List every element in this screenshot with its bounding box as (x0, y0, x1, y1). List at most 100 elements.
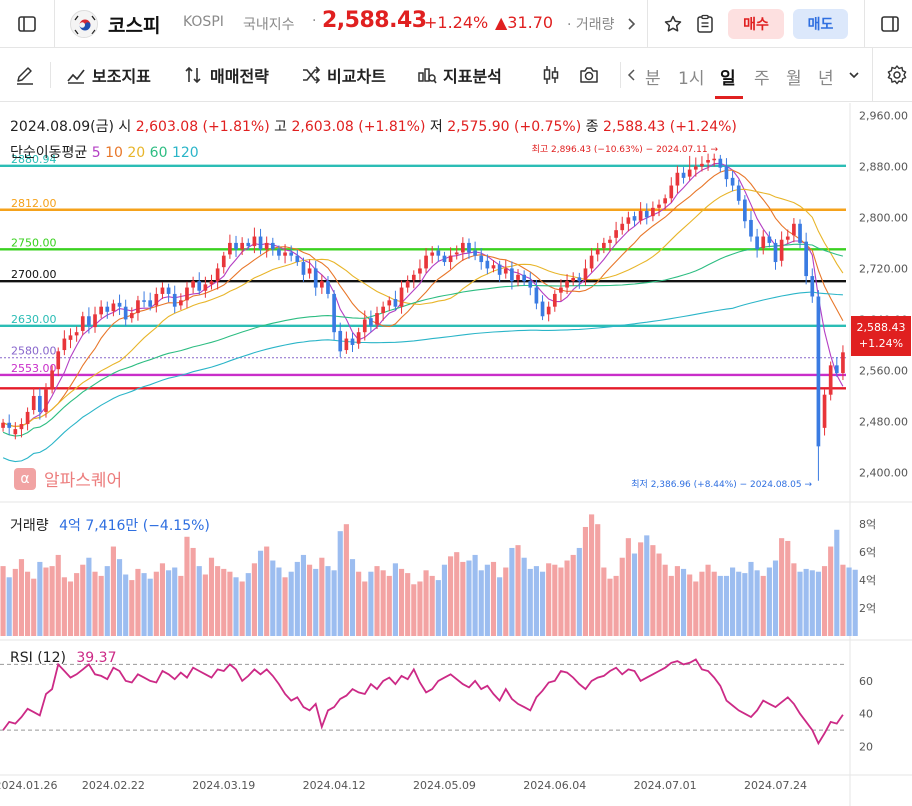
candle-body (123, 306, 128, 320)
volume-bar (454, 552, 460, 636)
header-bar: 코스피 KOSPI 국내지수 · 2,588.43 +1.24% ▲31.70 … (0, 0, 912, 48)
volume-bar (435, 580, 441, 636)
drawing-tool-button[interactable] (14, 48, 42, 102)
period-scroll-left-button[interactable] (627, 48, 643, 102)
volume-bar (791, 563, 797, 636)
ma-60-label: 60 (149, 145, 168, 161)
period-more-button[interactable] (848, 48, 866, 102)
sidebar-toggle-button[interactable] (0, 0, 54, 48)
candle-body (718, 158, 723, 168)
date-axis-tick: 2024.05.09 (413, 779, 476, 792)
volume-bar (846, 567, 852, 636)
ohlc-close-label: 종 (585, 119, 599, 135)
star-icon (664, 15, 682, 32)
period-month-tab[interactable]: 월 (786, 69, 802, 89)
index-code: KOSPI (183, 14, 224, 30)
buy-button[interactable]: 매수 (728, 9, 784, 39)
panel-toggle-button[interactable] (872, 0, 908, 48)
candle-body (117, 302, 122, 307)
volume-bar (331, 570, 337, 636)
screenshot-button[interactable] (578, 48, 606, 102)
volume-label: · 거래량 (567, 17, 615, 33)
ohlc-date: 2024.08.09(금) (10, 119, 114, 135)
candle-body (736, 185, 741, 201)
candle-body (111, 303, 116, 312)
candle-body (595, 249, 600, 255)
candle-body (307, 268, 312, 274)
volume-bar (748, 561, 754, 636)
date-axis-tick: 2024.07.01 (634, 779, 697, 792)
candle-body (74, 332, 79, 336)
candle-body (129, 313, 134, 319)
chevron-left-icon (627, 69, 635, 81)
volume-bar (564, 560, 570, 636)
sell-button[interactable]: 매도 (793, 9, 848, 39)
volume-bar (699, 571, 705, 636)
candle-body (7, 422, 12, 428)
volume-bar (12, 568, 18, 636)
candle-body (479, 255, 484, 263)
volume-bar (233, 577, 239, 636)
ohlc-high-label: 고 (274, 119, 288, 135)
volume-bar (74, 573, 80, 636)
candle-body (215, 268, 220, 282)
volume-bar (300, 554, 307, 636)
volume-axis-tick: 2억 (859, 602, 876, 615)
candle-body (773, 242, 778, 263)
date-axis-tick: 2024.01.26 (0, 779, 57, 792)
volume-bar (307, 564, 313, 636)
settings-button[interactable] (886, 48, 912, 102)
volume-bar (472, 554, 478, 636)
indicator-button[interactable]: 보조지표 (66, 48, 151, 102)
candlestick-icon (543, 66, 559, 84)
candle-body (608, 239, 612, 243)
period-minute-tab[interactable]: 분 (645, 69, 661, 89)
candle-body (1, 422, 5, 428)
candle-body (209, 281, 214, 285)
period-hour-tab[interactable]: 1시 (678, 69, 705, 89)
candle-body (289, 252, 294, 256)
rsi-axis-tick: 40 (859, 708, 873, 721)
candle-body (792, 223, 796, 236)
volume-bar (264, 546, 270, 636)
candle-type-button[interactable] (540, 48, 568, 102)
ma-legend[interactable]: 단순이동평균 5 10 20 60 120 (10, 142, 199, 162)
candle-body (375, 313, 379, 325)
alpha-icon: α (14, 467, 36, 490)
candle-body (228, 242, 232, 255)
volume-bar (129, 580, 135, 636)
volume-bar (0, 566, 6, 636)
volume-bar (576, 547, 582, 636)
analysis-button[interactable]: 지표분석 (417, 48, 502, 102)
header-expand-button[interactable] (620, 0, 644, 48)
price-chart[interactable]: 2880.94 2812.00 2750.00 2700.00 2630.00 2580.… (0, 103, 912, 806)
volume-bar (821, 566, 828, 636)
reference-line-label: 2880.94 (11, 153, 57, 166)
volume-bar (116, 559, 123, 636)
volume-bar (92, 571, 98, 636)
volume-bar (423, 570, 429, 636)
volume-bar (313, 568, 319, 636)
analysis-icon (418, 68, 437, 84)
reference-line-label: 2700.00 (11, 268, 57, 281)
alphasquare-logo[interactable]: α 알파스퀘어 (14, 466, 122, 491)
period-day-tab[interactable]: 일 (720, 69, 736, 89)
candle-body (798, 223, 802, 243)
memo-button[interactable] (692, 0, 718, 48)
candle-body (148, 300, 153, 307)
candle-body (80, 316, 85, 331)
strategy-button[interactable]: 매매전략 (184, 48, 269, 102)
period-year-tab[interactable]: 년 (818, 69, 834, 89)
favorite-button[interactable] (660, 0, 686, 48)
reference-line-label: 2553.00 (11, 362, 57, 375)
volume-bar (466, 560, 472, 636)
volume-bar (380, 570, 386, 636)
period-week-tab[interactable]: 주 (754, 69, 770, 89)
candle-body (393, 299, 398, 307)
volume-bar (178, 575, 184, 636)
active-period-indicator (715, 96, 743, 99)
candle-body (313, 268, 318, 288)
compare-button[interactable]: 비교차트 (301, 48, 386, 102)
volume-legend-label: 거래량 (10, 518, 49, 534)
volume-bar (582, 526, 589, 636)
